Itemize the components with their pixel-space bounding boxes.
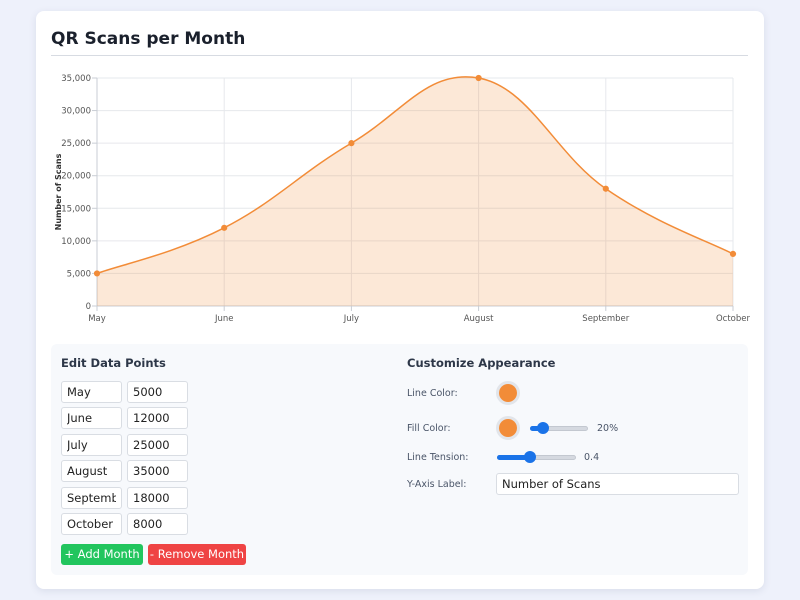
value-input[interactable] [127,381,188,403]
x-tick-label: August [464,314,494,324]
fill-opacity-slider[interactable] [530,422,588,434]
value-input[interactable] [127,486,188,509]
add-month-button[interactable]: + Add Month [61,544,143,565]
slider-knob[interactable] [524,451,537,463]
y-tick-label: 15,000 [61,204,91,214]
y-tick-label: 5,000 [67,269,91,279]
data-point [602,185,609,192]
area-chart: 0 5,000 10,000 15,000 20,000 25,000 30,000 35,0… [54,74,750,324]
page-title: QR Scans per Month [51,29,246,49]
month-input[interactable] [61,407,122,430]
y-tick-label: 35,000 [61,74,91,84]
y-axis-title: Number of Scans [54,153,63,230]
line-tension-label: Line Tension: [407,452,469,463]
month-input[interactable] [61,433,122,456]
line-tension-value: 0.4 [584,452,600,463]
value-input[interactable] [127,433,188,456]
title-divider [51,55,748,56]
y-tick-label: 25,000 [61,139,91,149]
x-tick-label: July [343,314,359,324]
month-input[interactable] [61,460,122,483]
y-axis-label-input[interactable] [496,473,739,495]
slider-knob[interactable] [536,422,549,434]
month-input[interactable] [61,486,122,509]
data-point [729,250,737,257]
line-color-swatch [499,384,517,402]
x-tick-label: September [582,314,629,324]
edit-data-heading: Edit Data Points [61,356,166,370]
data-point [348,140,355,147]
data-point [475,74,482,82]
series-area-fill [97,76,733,306]
x-tick-label: June [214,314,234,324]
month-input[interactable] [61,381,122,403]
customize-heading: Customize Appearance [407,356,556,370]
month-input[interactable] [61,513,122,535]
data-point [221,224,228,231]
y-tick-label: 20,000 [61,172,91,182]
slider-fill [530,426,543,431]
y-axis-label-label: Y-Axis Label: [407,479,467,490]
line-color-label: Line Color: [407,388,458,399]
x-tick-label: October [716,314,750,324]
data-point [93,270,101,277]
value-input[interactable] [127,407,188,430]
value-input[interactable] [127,513,188,535]
y-tick-label: 10,000 [61,237,91,247]
fill-color-label: Fill Color: [407,423,451,434]
line-tension-slider[interactable] [497,451,576,463]
remove-month-button[interactable]: - Remove Month [148,544,246,565]
fill-color-swatch [499,419,517,437]
y-tick-label: 30,000 [61,107,91,117]
line-color-picker[interactable] [496,381,520,405]
fill-color-picker[interactable] [496,416,520,440]
value-input[interactable] [127,460,188,483]
fill-opacity-value: 20% [597,423,619,434]
y-tick-label: 0 [86,302,91,312]
slider-fill [497,455,531,460]
series-line [96,76,734,275]
x-tick-label: May [88,314,106,324]
